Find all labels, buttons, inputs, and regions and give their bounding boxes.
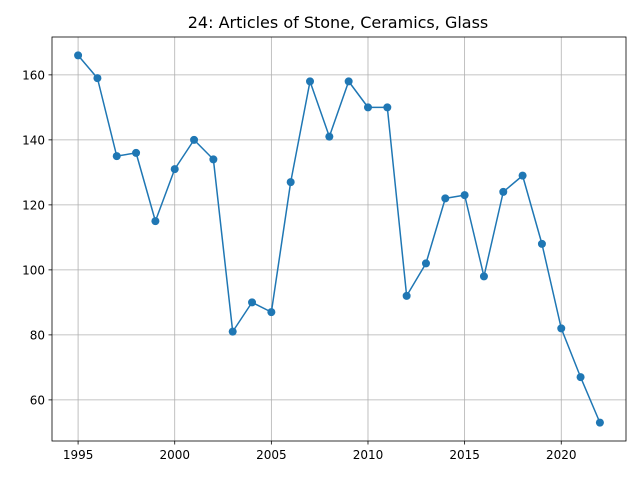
data-point xyxy=(190,135,199,144)
data-point xyxy=(112,152,121,161)
marker-layer xyxy=(74,51,604,427)
data-point xyxy=(151,217,160,226)
data-point xyxy=(576,373,585,382)
series-line xyxy=(77,54,601,423)
x-tick-label: 2010 xyxy=(353,448,384,462)
data-point xyxy=(479,272,488,281)
data-point xyxy=(363,103,372,112)
data-point xyxy=(248,298,257,307)
data-point xyxy=(402,291,411,300)
data-point xyxy=(209,155,218,164)
series-layer xyxy=(77,54,601,423)
data-point xyxy=(170,165,179,174)
x-tick-label: 2000 xyxy=(159,448,190,462)
y-tick-label: 100 xyxy=(22,263,45,277)
data-point xyxy=(325,132,334,141)
y-tick-label: 80 xyxy=(30,328,45,342)
plot-frame xyxy=(51,36,627,442)
data-point xyxy=(460,191,469,200)
data-point xyxy=(499,187,508,196)
y-tick-label: 120 xyxy=(22,198,45,212)
data-point xyxy=(557,324,566,333)
data-point xyxy=(344,77,353,86)
x-tick-label: 2020 xyxy=(546,448,577,462)
data-point xyxy=(441,194,450,203)
data-point xyxy=(383,103,392,112)
x-tick-label: 1995 xyxy=(63,448,94,462)
x-tick-label: 2005 xyxy=(256,448,287,462)
data-point xyxy=(286,178,295,187)
data-point xyxy=(306,77,315,86)
x-tick-label: 2015 xyxy=(449,448,480,462)
data-point xyxy=(228,327,237,336)
chart-title: 24: Articles of Stone, Ceramics, Glass xyxy=(188,13,489,32)
data-point xyxy=(93,74,102,83)
data-point xyxy=(518,171,527,180)
data-point xyxy=(74,51,83,60)
y-tick-label: 60 xyxy=(30,393,45,407)
data-point xyxy=(595,418,604,427)
data-point xyxy=(537,239,546,248)
data-point xyxy=(132,148,141,157)
axes: 1995 2000 2005 2010 2015 2020 60 80 100 120 140 160 xyxy=(22,36,627,462)
data-point xyxy=(267,308,276,317)
data-point xyxy=(421,259,430,268)
y-tick-label: 140 xyxy=(22,133,45,147)
y-tick-label: 160 xyxy=(22,68,45,82)
